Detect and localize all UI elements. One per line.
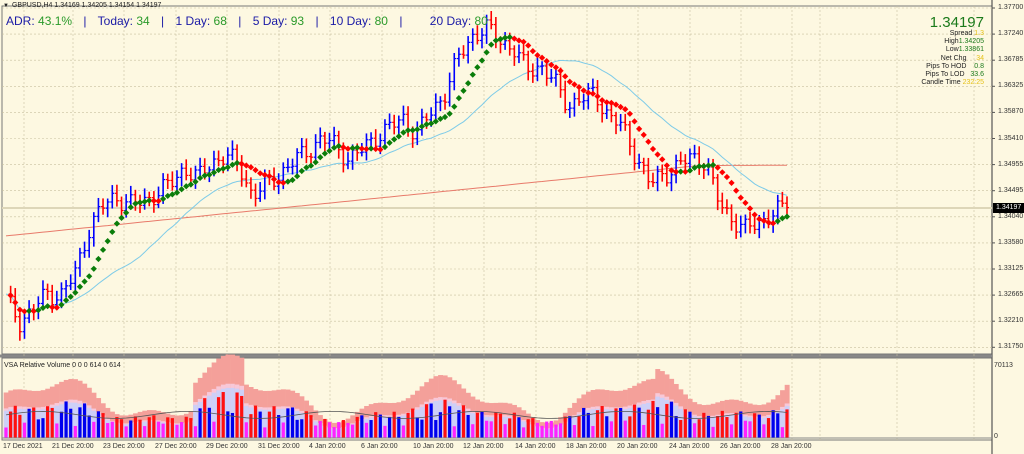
pips-lod-label: Pips To LOD [925, 71, 965, 79]
spread-value: 1.3 [974, 30, 984, 37]
day5-value: 93 [290, 14, 305, 28]
adr-label: ADR: [6, 14, 35, 28]
time-axis-label: 14 Jan 20:00 [515, 443, 556, 450]
price-axis-label: 1.34495 [998, 186, 1024, 194]
time-axis-label: 21 Dec 20:00 [52, 443, 94, 450]
pips-lod-row: Pips To LOD 33.6 [921, 71, 984, 79]
separator: | [315, 14, 319, 28]
day1-value: 68 [213, 14, 227, 28]
separator: | [161, 14, 165, 28]
volume-min-label: 0 [994, 433, 998, 440]
time-axis-label: 26 Jan 20:00 [720, 443, 761, 450]
time-axis-label: 6 Jan 20:00 [361, 443, 398, 450]
time-axis-label: 24 Jan 20:00 [669, 443, 710, 450]
day20-label: 20 Day: [429, 14, 472, 28]
pips-hod-label: Pips To HOD [926, 62, 967, 70]
price-axis-label: 1.37700 [998, 4, 1024, 11]
today-label: Today: [97, 14, 133, 28]
collapse-triangle-icon[interactable]: ▼ [3, 3, 9, 9]
price-axis-label: 1.32210 [998, 317, 1024, 325]
price-info-panel: 1.34197 Spread 1.3 High1.34205 Low1.3386… [921, 14, 984, 87]
current-price-tag: 1.34197 [993, 203, 1024, 213]
price-axis-label: 1.35870 [998, 108, 1024, 116]
adr-value: 43.1% [38, 14, 73, 28]
time-axis-label: 4 Jan 20:00 [309, 443, 346, 450]
spread-label: Spread [949, 30, 973, 37]
day10-label: 10 Day: [329, 14, 372, 28]
candle-label: Candle Time [921, 79, 961, 87]
symbol-header: ▼ GBPUSD,H4 1.34169 1.34205 1.34154 1.341… [3, 2, 161, 9]
candle-time-row: Candle Time 232:25 [921, 79, 984, 87]
price-axis-label: 1.36325 [998, 82, 1024, 90]
netchg-row: Net Chg 34 [921, 55, 984, 63]
pips-lod-value: 33.6 [970, 71, 984, 79]
price-axis-label: 1.35410 [998, 134, 1024, 142]
spread-row: Spread 1.3 [921, 30, 984, 38]
volume-indicator-title: VSA Relative Volume 0 0 0 614 0 614 [4, 362, 121, 369]
time-axis-label: 12 Jan 20:00 [463, 443, 504, 450]
price-axis-label: 1.34040 [998, 212, 1024, 220]
price-axis-label: 1.36785 [998, 56, 1024, 64]
price-axis-label: 1.31750 [998, 343, 1024, 351]
low-row: Low1.33861 [921, 46, 984, 54]
time-axis-label: 23 Dec 20:00 [103, 443, 145, 450]
time-axis-label: 10 Jan 20:00 [413, 443, 454, 450]
day1-label: 1 Day: [175, 14, 211, 28]
separator: | [399, 14, 403, 28]
symbol-ohlc-text: GBPUSD,H4 1.34169 1.34205 1.34154 1.3419… [11, 2, 162, 9]
netchg-value: 34 [976, 54, 984, 62]
adr-bar: ADR: 43.1% | Today: 34 | 1 Day: 68 | 5 D… [6, 14, 488, 28]
volume-max-label: 70113 [994, 362, 1013, 369]
pips-hod-row: Pips To HOD 0.8 [921, 63, 984, 71]
candle-value: 232:25 [962, 79, 984, 87]
time-axis-label: 29 Dec 20:00 [206, 443, 248, 450]
time-axis-label: 28 Jan 20:00 [771, 443, 812, 450]
price-axis-label: 1.34955 [998, 160, 1024, 168]
time-axis-label: 18 Jan 20:00 [566, 443, 607, 450]
price-axis-label: 1.37240 [998, 30, 1024, 38]
time-axis-label: 31 Dec 20:00 [258, 443, 300, 450]
current-price: 1.34197 [929, 14, 984, 31]
time-axis-label: 20 Jan 20:00 [617, 443, 658, 450]
price-axis-label: 1.33580 [998, 238, 1024, 246]
time-axis-label: 17 Dec 2021 [3, 443, 43, 450]
low-value: 1.33861 [958, 46, 984, 54]
price-axis-label: 1.32665 [998, 291, 1024, 299]
day10-value: 80 [374, 14, 388, 28]
high-label: High [944, 38, 959, 46]
netchg-label: Net Chg [940, 54, 967, 62]
day5-label: 5 Day: [252, 14, 288, 28]
price-axis-label: 1.33125 [998, 265, 1024, 272]
separator: | [83, 14, 87, 28]
today-value: 34 [136, 14, 150, 28]
separator: | [238, 14, 242, 28]
time-axis-label: 27 Dec 20:00 [155, 443, 197, 450]
day20-value: 80 [474, 14, 488, 28]
high-row: High1.34205 [921, 38, 984, 46]
low-label: Low [945, 46, 959, 54]
pips-hod-value: 0.8 [974, 62, 984, 70]
high-value: 1.34205 [958, 38, 984, 46]
